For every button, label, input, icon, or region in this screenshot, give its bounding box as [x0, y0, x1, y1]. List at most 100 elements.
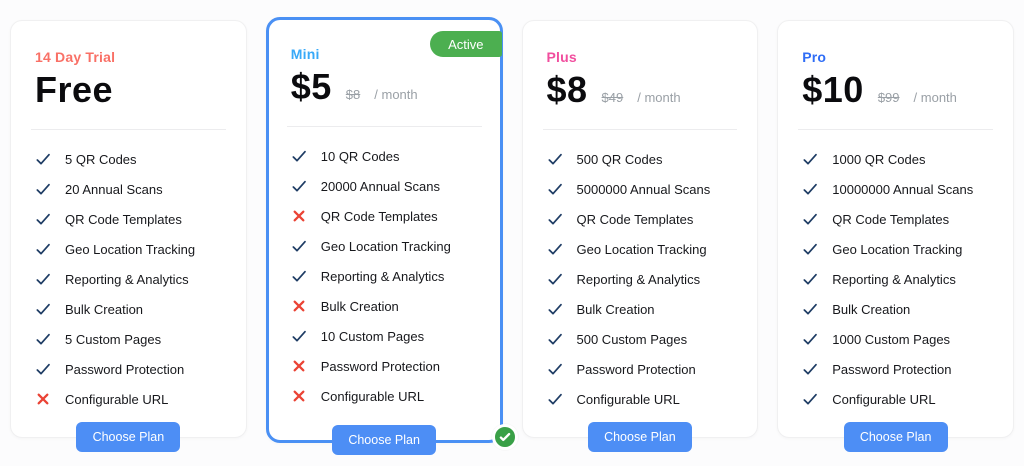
plan-period: / month — [913, 90, 957, 105]
feature-label: Password Protection — [576, 361, 696, 377]
price-row: $10 $99 / month — [802, 69, 989, 111]
check-icon — [35, 151, 51, 167]
feature-row: 1000 Custom Pages — [802, 324, 989, 354]
check-icon — [802, 391, 818, 407]
plan-old-price: $49 — [601, 90, 624, 105]
check-icon — [35, 271, 51, 287]
feature-row: 500 QR Codes — [547, 144, 734, 174]
feature-list: 5 QR Codes 20 Annual Scans QR Code Templ… — [35, 144, 222, 414]
divider — [31, 129, 226, 130]
plan-price: $8 — [546, 69, 588, 110]
feature-label: Reporting & Analytics — [320, 268, 445, 284]
feature-row: QR Code Templates — [291, 201, 478, 231]
feature-label: Bulk Creation — [320, 298, 399, 314]
feature-label: 500 Custom Pages — [576, 331, 688, 347]
feature-label: Bulk Creation — [832, 301, 911, 317]
feature-row: Configurable URL — [802, 384, 989, 414]
check-icon — [35, 301, 51, 317]
check-icon — [291, 238, 307, 254]
plan-label: Plus — [546, 49, 577, 65]
feature-row: QR Code Templates — [35, 204, 222, 234]
feature-row: Password Protection — [35, 354, 222, 384]
feature-list: 10 QR Codes 20000 Annual Scans QR Code T… — [291, 141, 478, 411]
feature-label: 5 QR Codes — [65, 151, 137, 167]
feature-row: Configurable URL — [291, 381, 478, 411]
cross-icon — [35, 391, 51, 407]
feature-row: 5 QR Codes — [35, 144, 222, 174]
feature-row: 10000000 Annual Scans — [802, 174, 989, 204]
plan-period: / month — [637, 90, 681, 105]
check-icon — [35, 241, 51, 257]
feature-label: Reporting & Analytics — [576, 271, 701, 287]
check-icon — [802, 361, 818, 377]
feature-label: QR Code Templates — [576, 211, 694, 227]
check-icon — [547, 331, 563, 347]
feature-row: Reporting & Analytics — [291, 261, 478, 291]
feature-label: Geo Location Tracking — [320, 238, 451, 254]
cross-icon — [291, 208, 307, 224]
choose-plan-button-free[interactable]: Choose Plan — [76, 422, 181, 452]
plan-price: $10 — [802, 69, 864, 110]
check-icon — [802, 301, 818, 317]
feature-label: 20 Annual Scans — [65, 181, 163, 197]
feature-row: QR Code Templates — [802, 204, 989, 234]
feature-row: 10 Custom Pages — [291, 321, 478, 351]
feature-row: Bulk Creation — [35, 294, 222, 324]
feature-label: 1000 QR Codes — [832, 151, 926, 167]
check-icon — [802, 241, 818, 257]
price-row: $8 $49 / month — [547, 69, 734, 111]
check-icon — [802, 211, 818, 227]
feature-row: 10 QR Codes — [291, 141, 478, 171]
feature-label: 10 Custom Pages — [320, 328, 425, 344]
check-icon — [547, 181, 563, 197]
feature-row: 5000000 Annual Scans — [547, 174, 734, 204]
check-icon — [35, 331, 51, 347]
feature-row: Reporting & Analytics — [35, 264, 222, 294]
price-row: $5 $8 / month — [291, 66, 478, 108]
choose-plan-button-mini[interactable]: Choose Plan — [332, 425, 437, 455]
feature-row: Configurable URL — [35, 384, 222, 414]
check-icon — [547, 151, 563, 167]
feature-label: Configurable URL — [320, 388, 425, 404]
feature-label: 10 QR Codes — [320, 148, 400, 164]
check-icon — [291, 148, 307, 164]
feature-label: 5000000 Annual Scans — [576, 181, 711, 197]
feature-row: Password Protection — [802, 354, 989, 384]
feature-row: 5 Custom Pages — [35, 324, 222, 354]
check-icon — [35, 211, 51, 227]
feature-label: 20000 Annual Scans — [320, 178, 441, 194]
check-icon — [35, 181, 51, 197]
feature-label: Reporting & Analytics — [832, 271, 956, 287]
cross-icon — [291, 298, 307, 314]
feature-row: Password Protection — [547, 354, 734, 384]
plan-card-free: 14 Day Trial Free 5 QR Codes 20 Annual S… — [10, 20, 247, 452]
feature-label: Password Protection — [65, 361, 185, 377]
check-icon — [802, 151, 818, 167]
feature-label: Password Protection — [832, 361, 952, 377]
feature-label: Configurable URL — [832, 391, 936, 407]
plan-old-price: $99 — [877, 90, 900, 105]
cross-icon — [291, 358, 307, 374]
divider — [542, 129, 738, 130]
feature-row: Reporting & Analytics — [547, 264, 734, 294]
check-icon — [547, 211, 563, 227]
price-row: Free — [35, 69, 222, 111]
check-icon — [291, 268, 307, 284]
feature-label: 500 QR Codes — [576, 151, 663, 167]
choose-plan-button-plus[interactable]: Choose Plan — [587, 422, 692, 452]
check-icon — [35, 361, 51, 377]
check-icon — [547, 271, 563, 287]
feature-list: 500 QR Codes 5000000 Annual Scans QR Cod… — [547, 144, 734, 414]
feature-label: Bulk Creation — [576, 301, 655, 317]
check-icon — [547, 241, 563, 257]
plan-old-price: $8 — [345, 87, 361, 102]
feature-label: Geo Location Tracking — [65, 241, 196, 257]
feature-row: Reporting & Analytics — [802, 264, 989, 294]
choose-plan-button-pro[interactable]: Choose Plan — [843, 422, 948, 452]
feature-row: Bulk Creation — [547, 294, 734, 324]
plan-card-plus: Plus $8 $49 / month 500 QR Codes 5000000… — [521, 20, 759, 452]
active-badge: Active — [430, 31, 502, 57]
plan-card-pro: Pro $10 $99 / month 1000 QR Codes 100000… — [777, 20, 1014, 452]
feature-list: 1000 QR Codes 10000000 Annual Scans QR C… — [802, 144, 989, 414]
feature-row: 20 Annual Scans — [35, 174, 222, 204]
